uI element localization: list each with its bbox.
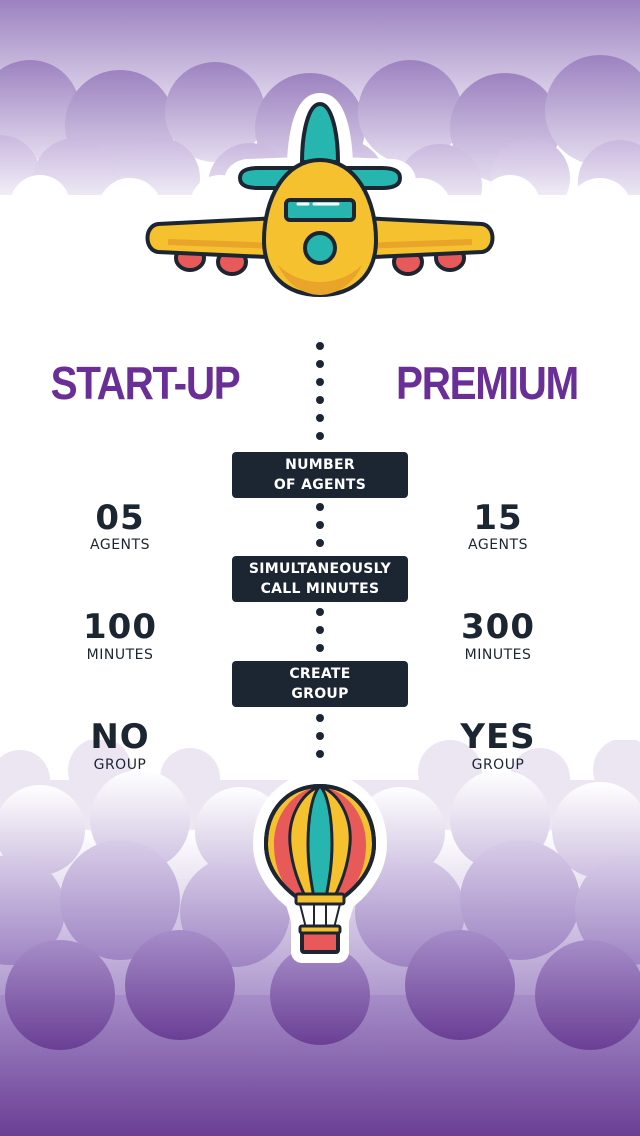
plan-title-premium: PREMIUM bbox=[396, 357, 579, 409]
premium-minutes-value: 300 bbox=[461, 607, 535, 647]
startup-agents-unit: AGENTS bbox=[90, 537, 150, 553]
airplane-icon bbox=[130, 93, 510, 315]
premium-minutes-unit: MINUTES bbox=[464, 647, 532, 663]
bottom-clouds bbox=[0, 740, 640, 1136]
feature-label-agents: NUMBER OF AGENTS bbox=[232, 452, 408, 498]
startup-minutes-value: 100 bbox=[83, 607, 157, 647]
premium-group-unit: GROUP bbox=[471, 757, 525, 773]
startup-group-unit: GROUP bbox=[93, 757, 147, 773]
startup-minutes-unit: MINUTES bbox=[86, 647, 154, 663]
startup-group-value: NO bbox=[90, 717, 150, 757]
premium-group-value: YES bbox=[460, 717, 536, 757]
feature-label-create-group: CREATE GROUP bbox=[232, 661, 408, 707]
premium-agents-value: 15 bbox=[473, 498, 523, 538]
startup-agents-value: 05 bbox=[95, 498, 145, 538]
premium-agents-unit: AGENTS bbox=[468, 537, 528, 553]
feature-label-call-minutes: SIMULTANEOUSLY CALL MINUTES bbox=[232, 556, 408, 602]
hot-air-balloon-icon bbox=[253, 773, 387, 963]
plan-title-startup: START-UP bbox=[50, 357, 241, 409]
